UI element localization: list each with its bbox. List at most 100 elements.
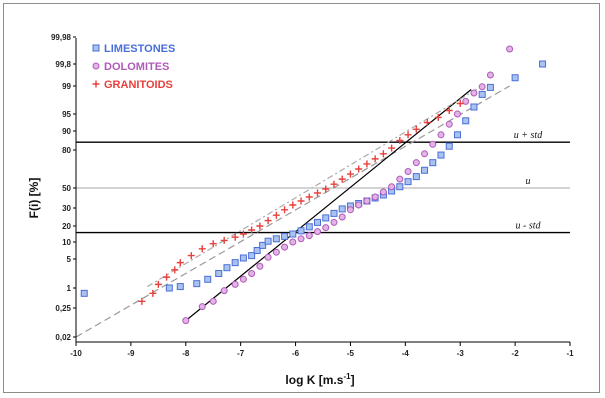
y-axis-ticks: 0,02 0,25 1 5 10 20 30 50 80 90 95 99 99,8 99,98 xyxy=(51,33,76,342)
data-point xyxy=(462,117,470,125)
data-point xyxy=(478,90,486,98)
data-point xyxy=(264,253,272,261)
y-tick-label: 5 xyxy=(67,255,72,264)
data-point xyxy=(338,175,346,183)
data-point xyxy=(429,159,437,167)
data-point xyxy=(231,259,239,267)
data-point xyxy=(363,160,371,168)
data-point xyxy=(272,211,280,219)
reference-lines xyxy=(76,141,570,234)
data-point xyxy=(239,275,247,283)
data-point xyxy=(176,259,184,267)
data-point xyxy=(297,227,305,235)
data-point xyxy=(305,193,313,201)
data-point xyxy=(314,218,322,226)
data-point xyxy=(281,206,289,214)
data-point xyxy=(388,144,396,152)
data-point xyxy=(511,74,519,82)
data-points xyxy=(80,45,547,325)
data-point xyxy=(248,226,256,234)
fit-lines xyxy=(75,85,510,338)
data-point xyxy=(322,185,330,193)
legend-label: LIMESTONES xyxy=(104,43,175,55)
data-point xyxy=(187,252,195,260)
data-point xyxy=(182,317,190,325)
data-point xyxy=(248,252,256,260)
x-tick-label: -5 xyxy=(347,349,355,358)
y-tick-label: 30 xyxy=(62,204,71,213)
data-point xyxy=(165,284,173,292)
x-tick-label: -1 xyxy=(566,349,574,358)
x-axis-title: log K [m.s-1] xyxy=(285,372,354,387)
y-tick-label: 0,25 xyxy=(55,304,71,313)
y-tick-label: 99,8 xyxy=(55,60,71,69)
x-tick-label: -8 xyxy=(182,349,190,358)
y-tick-label: 50 xyxy=(62,184,71,193)
x-tick-label: -2 xyxy=(512,349,520,358)
data-point xyxy=(231,233,239,241)
data-point xyxy=(154,280,162,288)
data-point xyxy=(355,201,363,209)
fit-line xyxy=(147,85,483,288)
data-point xyxy=(171,266,179,274)
legend-label: DOLOMITES xyxy=(104,61,169,73)
data-point xyxy=(149,289,157,297)
data-point xyxy=(371,193,379,201)
data-point xyxy=(404,131,412,139)
legend: LIMESTONES DOLOMITES GRANITOIDS xyxy=(92,43,175,91)
data-point xyxy=(445,107,453,114)
legend-marker xyxy=(92,80,100,88)
y-tick-label: 99 xyxy=(62,82,71,91)
data-point xyxy=(445,142,453,150)
data-point xyxy=(412,125,420,133)
data-point xyxy=(412,159,420,167)
data-point xyxy=(437,151,445,159)
series-dolomites xyxy=(182,45,514,325)
data-point xyxy=(506,45,514,53)
data-point xyxy=(396,137,404,144)
data-point xyxy=(198,303,206,311)
data-point xyxy=(215,270,223,277)
data-point xyxy=(231,280,239,288)
data-point xyxy=(281,243,289,251)
data-point xyxy=(355,165,363,173)
data-point xyxy=(297,197,305,205)
reference-label: u xyxy=(526,176,531,187)
data-point xyxy=(314,189,322,197)
data-point xyxy=(330,180,338,188)
data-point xyxy=(198,245,206,253)
y-tick-label: 0,02 xyxy=(55,333,71,342)
data-point xyxy=(264,217,272,225)
y-axis-title: F(i) [%] xyxy=(27,178,41,219)
data-point xyxy=(289,201,297,209)
legend-label: GRANITOIDS xyxy=(104,79,173,91)
y-tick-label: 95 xyxy=(62,110,71,119)
data-point xyxy=(456,100,464,107)
data-point xyxy=(445,120,453,128)
data-point xyxy=(322,224,330,232)
data-point xyxy=(421,166,429,174)
data-point xyxy=(204,275,212,283)
data-point xyxy=(297,235,305,243)
reference-label: u - std xyxy=(516,221,542,232)
data-point xyxy=(338,213,346,221)
data-point xyxy=(429,140,437,148)
y-tick-label: 1 xyxy=(67,284,72,293)
legend-marker xyxy=(92,62,100,70)
data-point xyxy=(193,280,201,288)
fit-line xyxy=(185,89,472,322)
y-tick-label: 20 xyxy=(62,222,71,231)
data-point xyxy=(330,209,338,217)
data-point xyxy=(396,175,404,183)
x-tick-label: -6 xyxy=(292,349,300,358)
data-point xyxy=(486,83,494,91)
axes xyxy=(75,38,570,343)
series-granitoids xyxy=(138,100,464,305)
data-point xyxy=(434,113,442,121)
data-point xyxy=(404,178,412,186)
data-point xyxy=(256,262,264,270)
fit-line xyxy=(75,85,510,338)
legend-marker xyxy=(92,44,100,52)
data-point xyxy=(209,240,217,248)
